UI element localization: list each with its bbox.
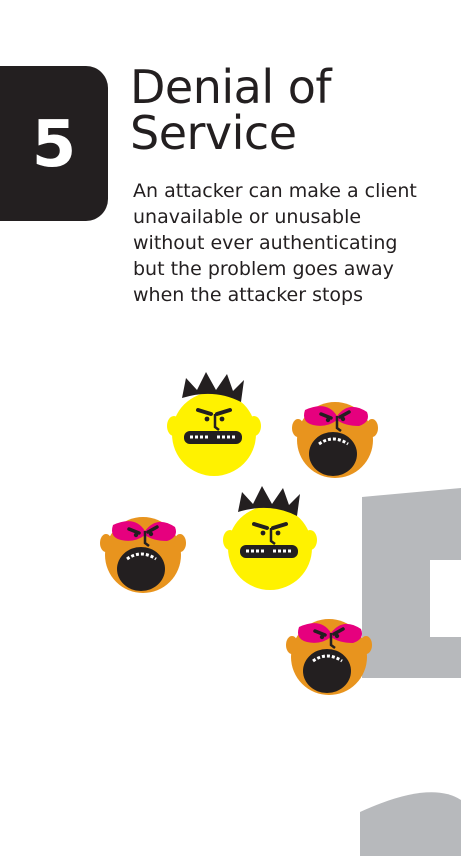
title-line: Service [130, 106, 297, 160]
description-line: but the problem goes away [133, 258, 394, 280]
orange-masked-face-icon [284, 617, 374, 697]
orange-masked-face-icon [98, 515, 188, 595]
description-line: without ever authenticating [133, 232, 398, 254]
watermark-five-upper [362, 488, 461, 678]
card-title: Denial of Service [130, 60, 332, 160]
description-line: An attacker can make a client [133, 180, 417, 202]
card-number: 5 [31, 107, 77, 182]
yellow-crowned-face-icon [165, 370, 263, 478]
title-line: Denial of [130, 60, 332, 114]
yellow-crowned-face-icon [221, 484, 319, 592]
watermark-five-lower [360, 792, 461, 856]
description-line: unavailable or unusable [133, 206, 362, 228]
description-line: when the attacker stops [133, 284, 364, 306]
orange-masked-face-icon [290, 400, 380, 480]
card-description: An attacker can make a client unavailabl… [133, 178, 453, 308]
number-badge: 5 [0, 66, 108, 221]
